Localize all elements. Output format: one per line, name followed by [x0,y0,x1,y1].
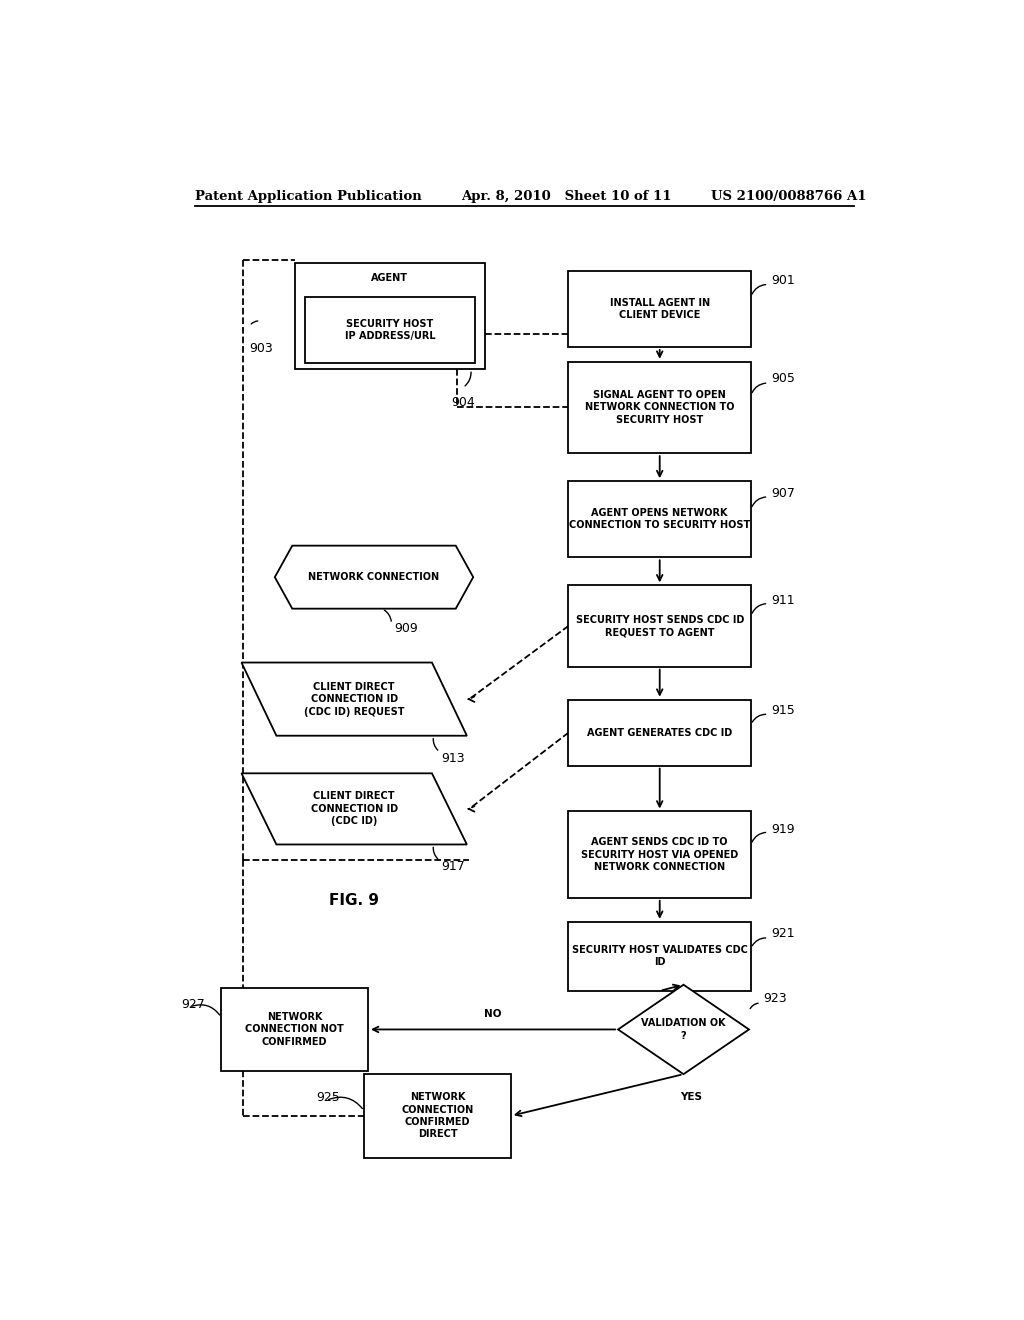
Text: YES: YES [681,1093,702,1102]
FancyBboxPatch shape [221,987,368,1071]
Text: AGENT OPENS NETWORK
CONNECTION TO SECURITY HOST: AGENT OPENS NETWORK CONNECTION TO SECURI… [569,508,751,531]
Text: NO: NO [484,1010,502,1019]
Text: AGENT SENDS CDC ID TO
SECURITY HOST VIA OPENED
NETWORK CONNECTION: AGENT SENDS CDC ID TO SECURITY HOST VIA … [581,837,738,873]
Text: 913: 913 [441,751,465,764]
Text: Apr. 8, 2010   Sheet 10 of 11: Apr. 8, 2010 Sheet 10 of 11 [461,190,672,202]
Text: FIG. 9: FIG. 9 [329,892,379,908]
Text: NETWORK CONNECTION: NETWORK CONNECTION [308,572,439,582]
Polygon shape [242,774,467,845]
Text: 925: 925 [316,1092,340,1104]
Text: VALIDATION OK
?: VALIDATION OK ? [641,1018,726,1040]
Text: 903: 903 [250,342,273,355]
Text: CLIENT DIRECT
CONNECTION ID
(CDC ID): CLIENT DIRECT CONNECTION ID (CDC ID) [310,792,397,826]
Text: 921: 921 [771,928,795,940]
Text: AGENT GENERATES CDC ID: AGENT GENERATES CDC ID [587,727,732,738]
Text: NETWORK
CONNECTION
CONFIRMED
DIRECT: NETWORK CONNECTION CONFIRMED DIRECT [401,1092,474,1139]
FancyBboxPatch shape [305,297,475,363]
Text: 923: 923 [763,993,786,1006]
Text: NETWORK
CONNECTION NOT
CONFIRMED: NETWORK CONNECTION NOT CONFIRMED [246,1012,344,1047]
FancyBboxPatch shape [568,480,751,557]
Text: 907: 907 [771,487,795,500]
Text: 919: 919 [771,822,795,836]
FancyBboxPatch shape [568,812,751,898]
Text: 911: 911 [771,594,795,607]
Text: Patent Application Publication: Patent Application Publication [196,190,422,202]
Text: CLIENT DIRECT
CONNECTION ID
(CDC ID) REQUEST: CLIENT DIRECT CONNECTION ID (CDC ID) REQ… [304,681,404,717]
Polygon shape [618,985,749,1074]
Text: 927: 927 [181,998,206,1011]
Text: 901: 901 [771,273,795,286]
FancyBboxPatch shape [365,1074,511,1158]
FancyBboxPatch shape [568,585,751,667]
FancyBboxPatch shape [295,263,485,370]
Text: 904: 904 [451,396,475,409]
FancyBboxPatch shape [568,700,751,766]
Text: SECURITY HOST SENDS CDC ID
REQUEST TO AGENT: SECURITY HOST SENDS CDC ID REQUEST TO AG… [575,615,743,638]
FancyBboxPatch shape [568,271,751,347]
Text: 917: 917 [441,861,465,874]
Text: 909: 909 [394,623,418,635]
FancyBboxPatch shape [568,362,751,453]
Text: SIGNAL AGENT TO OPEN
NETWORK CONNECTION TO
SECURITY HOST: SIGNAL AGENT TO OPEN NETWORK CONNECTION … [585,389,734,425]
Text: 905: 905 [771,372,795,385]
FancyBboxPatch shape [568,921,751,991]
Text: SECURITY HOST VALIDATES CDC
ID: SECURITY HOST VALIDATES CDC ID [571,945,748,968]
Text: SECURITY HOST
IP ADDRESS/URL: SECURITY HOST IP ADDRESS/URL [344,319,435,342]
Text: 915: 915 [771,704,795,717]
Text: AGENT: AGENT [372,273,409,282]
Text: INSTALL AGENT IN
CLIENT DEVICE: INSTALL AGENT IN CLIENT DEVICE [609,297,710,319]
Polygon shape [274,545,473,609]
Text: US 2100/0088766 A1: US 2100/0088766 A1 [712,190,866,202]
Polygon shape [242,663,467,735]
